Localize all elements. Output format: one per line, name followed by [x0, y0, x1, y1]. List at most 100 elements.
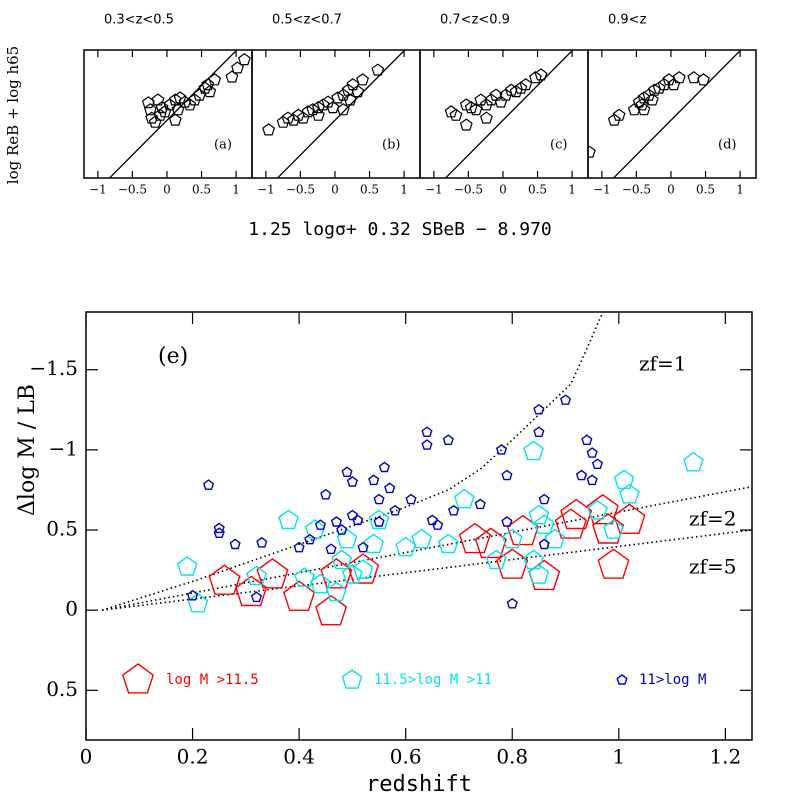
x-tick-label: −1	[89, 183, 107, 197]
point	[528, 504, 550, 525]
x-tick-label: −0.5	[454, 183, 483, 197]
point	[560, 498, 593, 530]
point	[619, 483, 640, 504]
x-tick-label: 0.5	[360, 183, 379, 197]
point	[342, 564, 363, 584]
point	[202, 479, 215, 490]
x-tick-label: 0	[163, 183, 171, 197]
model-curve	[101, 529, 752, 611]
x-tick-label: 1	[400, 183, 408, 197]
point	[225, 70, 239, 83]
curve-label: zf=2	[689, 507, 736, 531]
x-axis-label: redshift	[366, 772, 472, 797]
point	[597, 548, 630, 579]
point	[432, 519, 444, 530]
x-tick-label: 0.5	[528, 183, 547, 197]
y-axis-label: Δlog M / LB	[15, 384, 40, 516]
point	[484, 93, 498, 106]
plot-area	[444, 50, 574, 178]
x-tick-label: 0	[499, 183, 507, 197]
point	[283, 580, 316, 611]
panel-label: (e)	[158, 344, 188, 369]
x-tick-label: −1	[257, 183, 275, 197]
point	[357, 541, 369, 553]
point	[213, 522, 225, 534]
x-tick-label: 0.2	[177, 745, 209, 769]
point	[316, 98, 330, 111]
point	[607, 113, 621, 126]
point	[320, 488, 332, 500]
curve-label: zf=5	[689, 555, 736, 579]
point	[683, 451, 704, 472]
x-tick-label: 1	[612, 745, 625, 769]
point	[373, 516, 385, 527]
point	[613, 503, 646, 534]
point	[544, 528, 566, 549]
y-tick-label: 0.5	[46, 517, 78, 541]
point	[499, 88, 513, 101]
point	[421, 439, 433, 450]
point	[464, 100, 478, 114]
point	[474, 498, 486, 510]
point	[293, 541, 305, 553]
point	[168, 113, 182, 126]
point	[603, 519, 624, 539]
plot-area	[108, 50, 251, 178]
point	[346, 553, 380, 584]
x-tick-label: −1	[425, 183, 443, 197]
x-tick-label: 1	[736, 183, 744, 197]
point	[336, 88, 350, 101]
point	[262, 123, 276, 136]
point	[672, 71, 686, 84]
point	[523, 440, 544, 461]
legend-marker	[121, 663, 155, 694]
point	[587, 499, 608, 520]
point	[575, 469, 588, 481]
legend-label: 11.5>log M >11	[374, 672, 492, 688]
x-tick-label: −1	[593, 183, 611, 197]
point	[495, 444, 508, 455]
point	[237, 52, 251, 66]
point	[529, 71, 542, 84]
point	[426, 514, 438, 526]
point	[176, 556, 198, 576]
point	[352, 514, 364, 526]
point	[352, 559, 374, 579]
point	[330, 516, 343, 527]
point	[501, 469, 513, 481]
point	[235, 575, 268, 607]
point	[310, 573, 331, 594]
point	[331, 91, 345, 104]
legend-label: 11>log M	[639, 672, 706, 688]
point	[405, 493, 417, 505]
panel-label: (c)	[550, 138, 567, 153]
point	[336, 528, 358, 549]
point	[479, 111, 493, 124]
point	[479, 98, 493, 111]
y-tick-label: −1.5	[29, 356, 78, 380]
point	[301, 105, 315, 118]
panel-label: (d)	[718, 138, 736, 153]
point	[201, 78, 215, 91]
point	[645, 93, 659, 106]
x-tick-label: 0.5	[696, 183, 715, 197]
point	[453, 488, 475, 509]
panel-title: 0.9<z	[608, 13, 647, 28]
relation-line	[276, 50, 406, 178]
point	[485, 549, 507, 570]
point	[278, 509, 299, 530]
panel-label: (b)	[382, 138, 400, 153]
point	[331, 549, 353, 570]
x-tick-label: 0.8	[496, 745, 528, 769]
point	[203, 84, 217, 98]
x-tick-label: −0.5	[622, 183, 651, 197]
point	[581, 434, 593, 445]
frame	[251, 49, 421, 179]
point	[356, 73, 370, 86]
point	[449, 108, 463, 121]
point	[315, 594, 348, 626]
point	[311, 108, 325, 121]
point	[687, 71, 701, 84]
legend-marker	[616, 674, 628, 685]
